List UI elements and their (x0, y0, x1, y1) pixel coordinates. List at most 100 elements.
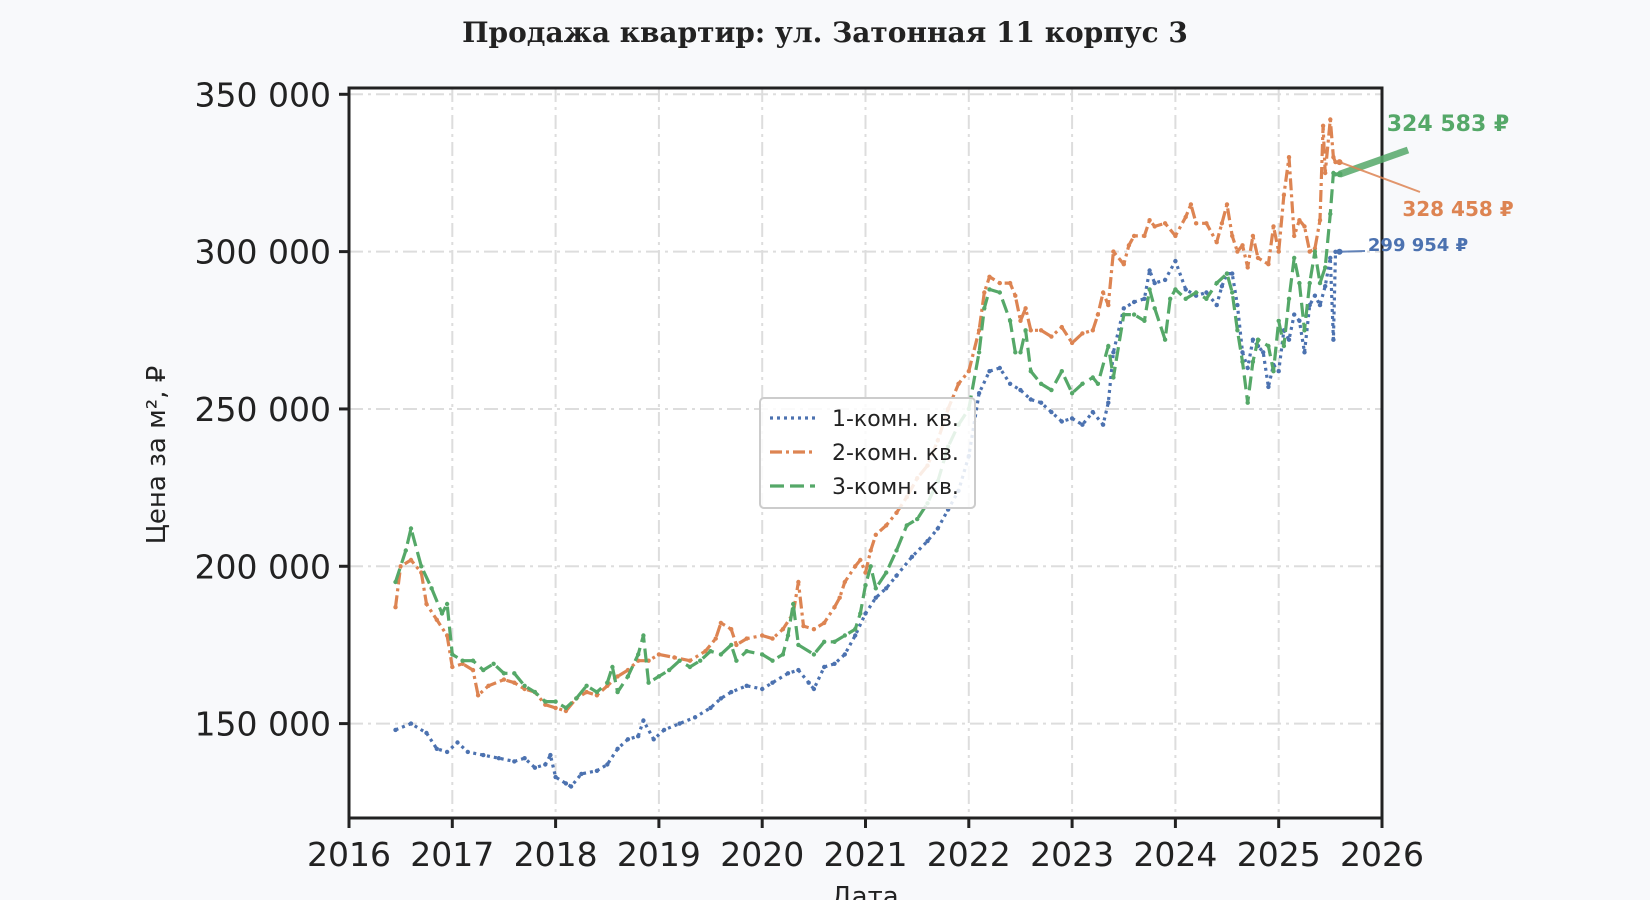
y-tick-label: 350 000 (195, 75, 331, 114)
data-point (532, 765, 538, 770)
data-point (1018, 387, 1023, 393)
data-point (791, 601, 796, 607)
data-point (770, 636, 775, 641)
data-point (1131, 233, 1137, 239)
legend-entry: 1-комн. кв. (832, 407, 959, 432)
data-point (873, 595, 878, 600)
data-point (656, 652, 662, 657)
data-point (491, 661, 496, 666)
data-point (1059, 324, 1065, 330)
data-point (1147, 287, 1152, 292)
data-point (744, 683, 749, 688)
data-point (1204, 290, 1209, 295)
data-point (770, 680, 775, 685)
data-point (770, 658, 775, 663)
data-point (729, 689, 734, 695)
data-point (475, 693, 481, 698)
data-point (1240, 243, 1245, 248)
data-point (548, 752, 553, 758)
data-point (1271, 369, 1276, 374)
data-point (1095, 312, 1101, 317)
data-point (1323, 284, 1328, 289)
data-point (563, 781, 569, 786)
data-point (780, 627, 786, 632)
x-tick-label: 2016 (307, 835, 391, 874)
data-point (512, 759, 517, 764)
data-point (677, 658, 682, 663)
data-point (987, 369, 992, 374)
data-point (1131, 312, 1137, 317)
data-point (522, 686, 527, 692)
data-point (729, 627, 734, 632)
x-axis-label: Дата (831, 882, 898, 900)
data-point (837, 595, 842, 600)
data-point (1250, 233, 1256, 239)
x-tick-label: 2017 (410, 835, 494, 874)
data-point (858, 557, 863, 563)
data-point (1038, 400, 1044, 405)
data-point (1090, 409, 1096, 415)
data-point (1069, 340, 1075, 346)
data-point (868, 564, 873, 569)
data-point (1049, 409, 1054, 415)
data-point (615, 746, 620, 751)
x-tick-label: 2022 (927, 835, 1011, 874)
data-point (481, 667, 486, 673)
data-point (651, 737, 656, 742)
data-point (1152, 224, 1157, 229)
data-point (785, 633, 791, 638)
data-point (450, 652, 455, 657)
x-tick-label: 2023 (1030, 835, 1114, 874)
data-point (1106, 302, 1111, 308)
data-point (708, 649, 713, 654)
data-point (811, 686, 817, 692)
data-point (1095, 381, 1101, 386)
data-point (692, 715, 698, 720)
data-point (1214, 302, 1219, 308)
data-point (574, 696, 579, 701)
data-point (873, 532, 878, 537)
data-point (1235, 328, 1240, 333)
data-point (1106, 400, 1111, 405)
data-point (1121, 312, 1127, 317)
data-point (1245, 400, 1250, 405)
legend-entry: 3-комн. кв. (832, 475, 959, 500)
data-point (811, 627, 817, 632)
data-point (1307, 249, 1312, 254)
data-point (672, 655, 677, 660)
x-axis: 2016 2017 2018 2019 2020 2021 2022 2023 2024 2025… (307, 818, 1424, 874)
data-point (1230, 271, 1235, 276)
data-point (744, 649, 749, 654)
data-point (470, 667, 476, 673)
legend-entry: 2-комн. кв. (832, 441, 959, 466)
data-point (1038, 328, 1044, 333)
data-point (1276, 369, 1281, 374)
data-point (393, 727, 398, 733)
data-point (1224, 271, 1230, 276)
data-point (1080, 422, 1085, 427)
data-point (1245, 265, 1250, 270)
data-point (853, 627, 858, 632)
data-point (1147, 268, 1152, 273)
data-point (976, 328, 982, 333)
data-point (1100, 422, 1106, 427)
data-point (1302, 328, 1307, 333)
data-point (1266, 384, 1271, 390)
data-point (796, 642, 801, 648)
data-point (1250, 359, 1256, 364)
data-point (1292, 312, 1297, 317)
data-point (522, 756, 527, 761)
data-point (868, 548, 873, 553)
data-point (1230, 290, 1235, 295)
data-point (1214, 240, 1219, 245)
data-point (1038, 381, 1044, 386)
data-point (1111, 249, 1116, 254)
data-point (444, 601, 450, 607)
data-point (687, 658, 693, 663)
data-point (439, 611, 445, 616)
data-point (1292, 255, 1297, 261)
data-point (605, 762, 610, 767)
data-point (450, 664, 455, 670)
data-point (1286, 155, 1292, 160)
data-point (976, 350, 982, 355)
